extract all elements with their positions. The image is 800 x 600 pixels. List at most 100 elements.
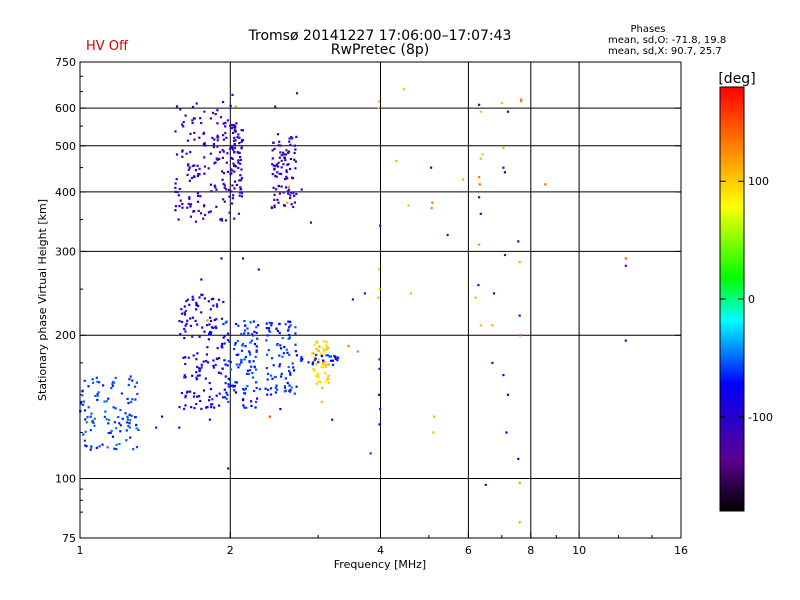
data-point [195, 308, 198, 311]
data-point [325, 344, 328, 347]
data-point [270, 324, 273, 327]
data-point [189, 215, 192, 218]
data-point [273, 193, 276, 196]
data-point [108, 418, 111, 422]
data-point [137, 428, 140, 431]
data-point [289, 324, 292, 327]
data-point [200, 278, 203, 281]
data-point [182, 356, 185, 359]
data-point [234, 105, 237, 108]
data-point [369, 452, 372, 455]
data-point [283, 386, 287, 389]
data-point [96, 398, 99, 401]
data-point [195, 378, 199, 381]
data-point [240, 358, 243, 361]
data-point [184, 114, 187, 117]
data-point [502, 166, 505, 169]
data-point [226, 364, 229, 367]
data-point [313, 343, 316, 347]
data-point [181, 123, 184, 126]
data-point [212, 326, 215, 330]
data-point [224, 131, 227, 135]
data-point [215, 157, 218, 160]
data-point [135, 427, 138, 430]
data-point [288, 140, 291, 143]
data-point [184, 324, 187, 327]
data-point [265, 322, 268, 325]
data-point [478, 243, 481, 246]
data-point [234, 381, 237, 384]
y-axis-label: Stationary phase Virtual Height [km] [36, 199, 49, 401]
data-point [178, 187, 181, 191]
data-point [194, 319, 197, 322]
data-point [324, 365, 327, 368]
data-point [294, 160, 297, 163]
data-point [209, 117, 212, 120]
data-point [282, 163, 285, 166]
data-point [179, 333, 182, 336]
data-point [240, 147, 243, 150]
data-point [188, 179, 191, 182]
data-point [433, 415, 436, 418]
data-point [90, 446, 93, 449]
data-point [491, 361, 494, 364]
data-point [273, 198, 276, 201]
data-point [212, 297, 215, 300]
data-point [244, 324, 247, 327]
data-point [183, 407, 186, 410]
data-point [237, 159, 240, 162]
data-point [273, 147, 276, 150]
data-point [174, 130, 177, 133]
data-point [277, 201, 280, 204]
hv-status-label: HV Off [86, 39, 129, 54]
data-point [119, 430, 122, 433]
data-point [247, 350, 251, 353]
data-point [300, 359, 303, 362]
data-point [276, 165, 280, 168]
data-point [93, 417, 96, 420]
data-point [177, 218, 180, 221]
data-point [97, 391, 100, 394]
data-point [315, 347, 318, 350]
data-point [246, 327, 249, 330]
data-point [186, 206, 189, 209]
data-point [220, 317, 224, 320]
data-point [279, 408, 282, 411]
data-point [219, 116, 223, 119]
data-point [233, 164, 236, 167]
data-point [295, 354, 298, 357]
data-point [209, 308, 212, 311]
data-point [327, 381, 330, 384]
data-point [212, 304, 215, 307]
data-point [128, 426, 131, 429]
data-point [253, 343, 257, 346]
data-point [518, 261, 521, 264]
x-axis-label: Frequency [MHz] [334, 558, 426, 571]
data-point [377, 393, 381, 396]
data-point [312, 352, 315, 355]
data-point [86, 416, 89, 419]
data-point [247, 372, 250, 376]
data-point [134, 385, 137, 388]
data-point [283, 345, 286, 349]
data-point [503, 253, 507, 257]
data-point [520, 98, 523, 101]
data-point [117, 416, 120, 419]
data-point [502, 146, 505, 150]
data-point [275, 327, 278, 330]
data-point [204, 377, 207, 380]
data-point [189, 132, 192, 135]
data-point [198, 395, 201, 398]
data-point [217, 298, 221, 301]
data-point [236, 339, 239, 343]
data-point [85, 421, 88, 424]
data-point [232, 385, 235, 388]
data-point [278, 365, 281, 368]
data-point [243, 320, 246, 323]
data-point [300, 356, 303, 359]
data-point [127, 383, 130, 387]
data-point [266, 334, 269, 337]
data-point [178, 406, 181, 409]
data-point [315, 382, 318, 385]
data-point [215, 357, 218, 360]
